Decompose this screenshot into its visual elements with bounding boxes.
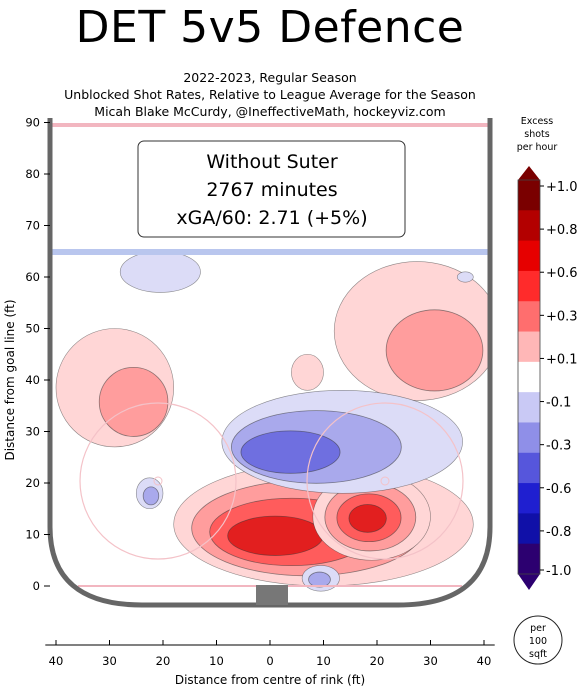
- heat-region-9-negative: [456, 271, 474, 283]
- x-tick-label-5: 10: [316, 654, 331, 668]
- x-tick-label-7: 30: [423, 654, 438, 668]
- x-axis: 40 30 20 10 0 10 20 30 40: [45, 640, 495, 668]
- colorbar-band-5: [518, 331, 540, 363]
- colorbar-top-arrow: [518, 166, 540, 180]
- subtitle-credit: Micah Blake McCurdy, @IneffectiveMath, h…: [94, 104, 446, 119]
- colorbar-bottom-arrow: [518, 574, 540, 590]
- heat-region-8-negative: [301, 565, 340, 592]
- colorbar-band-1: [518, 210, 540, 242]
- per-unit-line-3: sqft: [529, 649, 547, 660]
- colorbar-title-line-3: per hour: [517, 142, 558, 153]
- y-tick-label-0: 0: [33, 579, 40, 593]
- faceoff-circle-left: [79, 402, 237, 560]
- colorbar-tick-label-4: +0.1: [546, 352, 578, 367]
- heat-contour-2-3: [348, 504, 387, 533]
- annotation-box: Without Suter 2767 minutes xGA/60: 2.71 …: [137, 140, 406, 238]
- y-tick-label-30: 30: [25, 425, 40, 439]
- heat-contour-6-0: [119, 250, 201, 293]
- colorbar-band-10: [518, 483, 540, 514]
- colorbar-tick-label-5: -0.1: [546, 396, 571, 411]
- colorbar-band-6: [518, 361, 540, 393]
- faceoff-dot-right: [380, 476, 390, 486]
- heat-contour-8-1: [308, 571, 331, 588]
- centre-red-line: [50, 123, 490, 127]
- heat-region-7-negative: [135, 477, 164, 510]
- colorbar-band-12: [518, 543, 540, 575]
- subtitle-season: 2022-2023, Regular Season: [183, 70, 357, 85]
- x-tick-label-3: 10: [209, 654, 224, 668]
- colorbar-tick-label-3: +0.3: [546, 309, 578, 324]
- colorbar-tick-label-9: -1.0: [546, 564, 571, 579]
- faceoff-dot-left: [153, 476, 163, 486]
- heat-region-3-positive: [333, 261, 490, 401]
- colorbar-title-line-1: Excess: [521, 116, 553, 127]
- colorbar-band-0: [518, 180, 540, 211]
- blue-line: [50, 249, 490, 255]
- x-tick-label-1: 30: [102, 654, 117, 668]
- heat-region-0-positive: [55, 328, 174, 448]
- heat-region-6-negative: [119, 250, 201, 293]
- y-tick-label-70: 70: [25, 219, 40, 233]
- colorbar-title-line-2: shots: [524, 129, 550, 140]
- heat-region-5-negative: [221, 389, 463, 494]
- per-unit-line-2: 100: [529, 636, 547, 647]
- colorbar-band-2: [518, 240, 540, 272]
- heat-contour-4-0: [291, 353, 324, 391]
- heat-region-4-positive: [291, 353, 324, 391]
- colorbar-band-3: [518, 270, 540, 302]
- per-unit-line-1: per: [530, 623, 546, 634]
- x-tick-label-2: 20: [156, 654, 171, 668]
- y-tick-label-90: 90: [25, 116, 40, 130]
- annotation-xga: xGA/60: 2.71 (+5%): [176, 207, 367, 229]
- subtitle-description: Unblocked Shot Rates, Relative to League…: [64, 87, 476, 102]
- colorbar-tick-label-2: +0.6: [546, 266, 578, 281]
- heat-contour-3-1: [385, 309, 484, 392]
- colorbar-band-8: [518, 422, 540, 454]
- heat-layer: [55, 250, 490, 592]
- goal-net: [256, 585, 288, 605]
- x-tick-label-8: 40: [477, 654, 492, 668]
- colorbar-band-9: [518, 452, 540, 484]
- annotation-scenario: Without Suter: [206, 151, 338, 173]
- colorbar-tick-label-0: +1.0: [546, 180, 578, 195]
- y-tick-label-60: 60: [25, 270, 40, 284]
- y-axis-label: Distance from goal line (ft): [3, 299, 17, 460]
- colorbar-band-11: [518, 513, 540, 545]
- colorbar-tick-label-7: -0.6: [546, 482, 571, 497]
- heat-contour-0-1: [98, 366, 169, 437]
- x-tick-label-0: 40: [49, 654, 64, 668]
- y-tick-label-20: 20: [25, 476, 40, 490]
- x-axis-label: Distance from centre of rink (ft): [175, 673, 365, 687]
- colorbar-tick-label-8: -0.8: [546, 525, 571, 540]
- y-tick-label-10: 10: [25, 528, 40, 542]
- faceoff-circle-right: [306, 402, 464, 560]
- colorbar-band-7: [518, 392, 540, 423]
- colorbar-tick-label-1: +0.8: [546, 223, 578, 238]
- heat-contour-5-2: [240, 430, 341, 474]
- y-tick-label-80: 80: [25, 167, 40, 181]
- y-axis: 0 10 20 30 40 50 60 70 80 90: [25, 116, 50, 593]
- heat-contour-9-0: [456, 271, 474, 283]
- page-title: DET 5v5 Defence: [75, 2, 465, 53]
- rink-surface: [47, 118, 493, 608]
- y-tick-label-50: 50: [25, 322, 40, 336]
- x-tick-label-4: 0: [266, 654, 273, 668]
- heat-contour-7-1: [142, 486, 160, 506]
- heat-region-2-positive: [312, 472, 431, 561]
- colorbar: Excess shots per hour +1.0 +0.8 +0.6 +0.3 +0…: [517, 116, 578, 590]
- per-unit-badge: per 100 sqft: [513, 615, 563, 665]
- x-tick-label-6: 20: [370, 654, 385, 668]
- colorbar-band-4: [518, 301, 540, 333]
- heat-contour-1-3: [227, 515, 324, 556]
- y-tick-label-40: 40: [25, 373, 40, 387]
- colorbar-frame: [517, 179, 541, 575]
- colorbar-tick-label-6: -0.3: [546, 439, 571, 454]
- annotation-minutes: 2767 minutes: [206, 179, 337, 201]
